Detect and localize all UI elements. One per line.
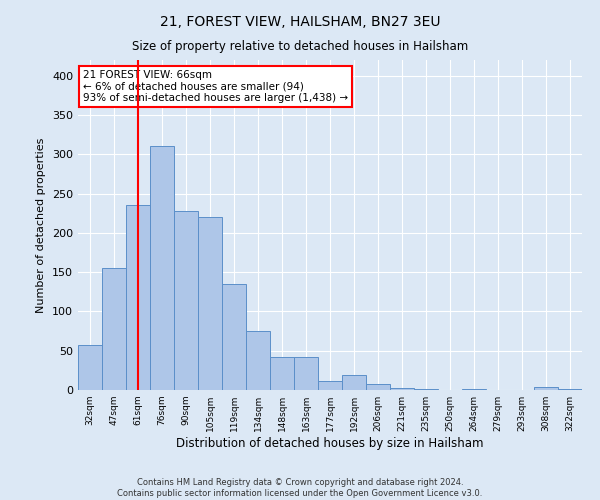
Bar — [558, 389, 582, 390]
Bar — [126, 206, 150, 390]
Bar — [462, 389, 486, 390]
Bar — [246, 331, 270, 390]
Bar — [222, 284, 246, 390]
Bar — [78, 345, 102, 390]
Bar — [342, 375, 366, 390]
Bar — [294, 357, 318, 390]
Bar — [198, 217, 222, 390]
Bar — [318, 380, 342, 390]
Text: 21, FOREST VIEW, HAILSHAM, BN27 3EU: 21, FOREST VIEW, HAILSHAM, BN27 3EU — [160, 15, 440, 29]
Text: Contains HM Land Registry data © Crown copyright and database right 2024.
Contai: Contains HM Land Registry data © Crown c… — [118, 478, 482, 498]
Text: Size of property relative to detached houses in Hailsham: Size of property relative to detached ho… — [132, 40, 468, 53]
X-axis label: Distribution of detached houses by size in Hailsham: Distribution of detached houses by size … — [176, 437, 484, 450]
Bar — [270, 357, 294, 390]
Bar — [366, 384, 390, 390]
Y-axis label: Number of detached properties: Number of detached properties — [37, 138, 46, 312]
Text: 21 FOREST VIEW: 66sqm
← 6% of detached houses are smaller (94)
93% of semi-detac: 21 FOREST VIEW: 66sqm ← 6% of detached h… — [83, 70, 348, 103]
Bar — [174, 211, 198, 390]
Bar — [390, 388, 414, 390]
Bar — [414, 389, 438, 390]
Bar — [102, 268, 126, 390]
Bar — [150, 146, 174, 390]
Bar — [534, 387, 558, 390]
